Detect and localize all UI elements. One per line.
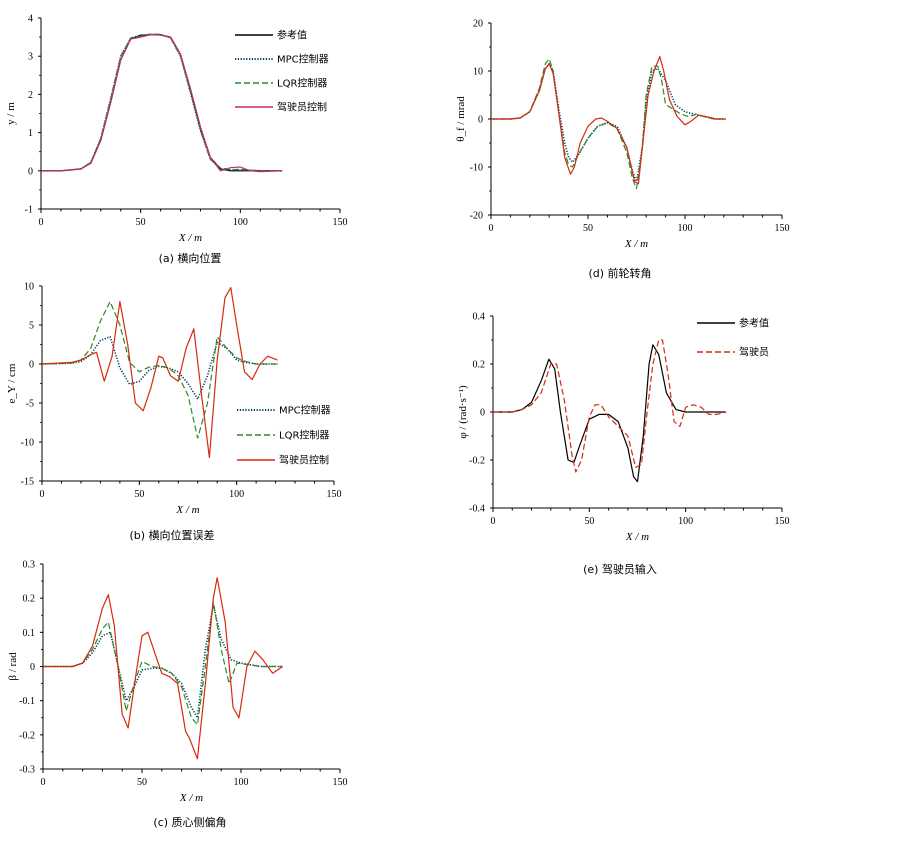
x-tick-label: 0 bbox=[41, 777, 46, 788]
y-axis-label: e_Y / cm bbox=[6, 363, 18, 403]
x-tick-label: 0 bbox=[491, 516, 496, 527]
y-tick-label: -0.2 bbox=[19, 730, 35, 741]
x-tick-label: 150 bbox=[333, 217, 348, 228]
legend-label: MPC控制器 bbox=[279, 404, 331, 417]
chart-e: -0.4 -0.2 0 0.2 0.4 0 50 100 150 X / m φ / (rad·s⁻… bbox=[457, 312, 790, 577]
y-tick-label: 20 bbox=[473, 19, 483, 30]
x-axis-label: X / m bbox=[179, 792, 203, 804]
series-line-0 bbox=[41, 335, 278, 400]
x-tick-label: 50 bbox=[136, 217, 146, 228]
legend-label: LQR控制器 bbox=[277, 77, 327, 90]
series-line-0 bbox=[41, 34, 283, 172]
chart-c: -0.3 -0.2 -0.1 0 0.1 0.2 0.3 0 50 100 150 X / m β / … bbox=[7, 560, 348, 830]
chart-caption: (c) 质心侧偏角 bbox=[153, 815, 226, 829]
series-line-3 bbox=[41, 34, 283, 173]
legend-label: 参考值 bbox=[739, 317, 769, 330]
y-tick-label: 0 bbox=[28, 166, 33, 177]
legend-label: LQR控制器 bbox=[279, 429, 329, 442]
y-tick-label: 0.2 bbox=[23, 594, 36, 605]
y-tick-label: -15 bbox=[21, 477, 34, 488]
series-line-1 bbox=[43, 600, 283, 726]
y-axis-label: β / rad bbox=[7, 652, 19, 681]
series-line-1 bbox=[493, 339, 727, 473]
y-axis-label: y / m bbox=[5, 102, 17, 125]
chart-caption: (a) 横向位置 bbox=[159, 251, 222, 265]
series-line-2 bbox=[491, 55, 726, 185]
x-tick-label: 100 bbox=[233, 217, 248, 228]
y-tick-label: -1 bbox=[25, 205, 33, 216]
x-tick-label: 0 bbox=[40, 489, 45, 500]
series-line-0 bbox=[493, 344, 727, 483]
y-tick-label: 10 bbox=[24, 282, 34, 293]
x-axis-label: X / m bbox=[624, 238, 648, 250]
x-axis-label: X / m bbox=[178, 232, 202, 244]
y-tick-label: -10 bbox=[470, 163, 483, 174]
x-tick-label: 50 bbox=[584, 516, 594, 527]
chart-caption: (d) 前轮转角 bbox=[588, 266, 651, 280]
y-tick-label: 0 bbox=[480, 408, 485, 419]
y-tick-label: 10 bbox=[473, 67, 483, 78]
y-tick-label: 5 bbox=[29, 321, 34, 332]
legend-label: 驾驶员 bbox=[739, 346, 769, 359]
y-tick-label: 0 bbox=[478, 115, 483, 126]
legend-label: 驾驶员控制 bbox=[277, 101, 327, 114]
y-tick-label: 0.3 bbox=[23, 560, 36, 571]
y-axis-label: θ_f / mrad bbox=[455, 96, 467, 142]
series-line-2 bbox=[41, 33, 283, 172]
x-tick-label: 0 bbox=[489, 223, 494, 234]
legend-label: 参考值 bbox=[277, 29, 307, 42]
series-line-2 bbox=[41, 287, 278, 459]
y-tick-label: -10 bbox=[21, 438, 34, 449]
chart-caption: (e) 驾驶员输入 bbox=[583, 562, 657, 576]
y-tick-label: 1 bbox=[28, 128, 33, 139]
series-line-1 bbox=[41, 301, 278, 439]
x-tick-label: 100 bbox=[229, 489, 244, 500]
x-tick-label: 50 bbox=[137, 777, 147, 788]
x-tick-label: 0 bbox=[39, 217, 44, 228]
x-tick-label: 150 bbox=[775, 223, 790, 234]
x-tick-label: 50 bbox=[583, 223, 593, 234]
series-line-1 bbox=[491, 58, 726, 190]
x-tick-label: 150 bbox=[327, 489, 342, 500]
y-tick-label: 0 bbox=[29, 360, 34, 371]
series-line-0 bbox=[491, 62, 726, 183]
y-tick-label: -0.1 bbox=[19, 696, 35, 707]
y-tick-label: 2 bbox=[28, 90, 33, 101]
y-tick-label: 0 bbox=[30, 662, 35, 673]
x-tick-label: 100 bbox=[234, 777, 249, 788]
y-tick-label: 3 bbox=[28, 52, 33, 63]
chart-caption: (b) 横向位置误差 bbox=[129, 528, 214, 542]
x-tick-label: 100 bbox=[678, 516, 693, 527]
series-line-0 bbox=[43, 604, 283, 719]
chart-d: -20 -10 0 10 20 0 50 100 150 X / m θ_f / mrad (d) 前… bbox=[455, 19, 790, 281]
legend-label: MPC控制器 bbox=[277, 53, 329, 66]
chart-a: -1 0 1 2 3 4 0 50 100 150 X / m y / m (a) 横向位置 参考值 MPC… bbox=[5, 14, 348, 266]
x-axis-label: X / m bbox=[175, 504, 199, 516]
x-tick-label: 150 bbox=[333, 777, 348, 788]
y-tick-label: 0.4 bbox=[473, 312, 486, 323]
x-axis-label: X / m bbox=[625, 531, 649, 543]
x-tick-label: 50 bbox=[134, 489, 144, 500]
y-tick-label: -20 bbox=[470, 211, 483, 222]
y-tick-label: -0.4 bbox=[469, 504, 485, 515]
y-tick-label: -0.3 bbox=[19, 765, 35, 776]
x-tick-label: 150 bbox=[775, 516, 790, 527]
series-line-2 bbox=[43, 577, 283, 760]
y-tick-label: 0.1 bbox=[23, 628, 36, 639]
y-tick-label: 4 bbox=[28, 14, 33, 25]
y-tick-label: -5 bbox=[26, 399, 34, 410]
y-tick-label: -0.2 bbox=[469, 456, 485, 467]
x-tick-label: 100 bbox=[678, 223, 693, 234]
series-line-1 bbox=[41, 33, 283, 172]
y-axis-label: φ / (rad·s⁻¹) bbox=[457, 385, 469, 439]
y-tick-label: 0.2 bbox=[473, 360, 486, 371]
legend-label: 驾驶员控制 bbox=[279, 454, 329, 467]
